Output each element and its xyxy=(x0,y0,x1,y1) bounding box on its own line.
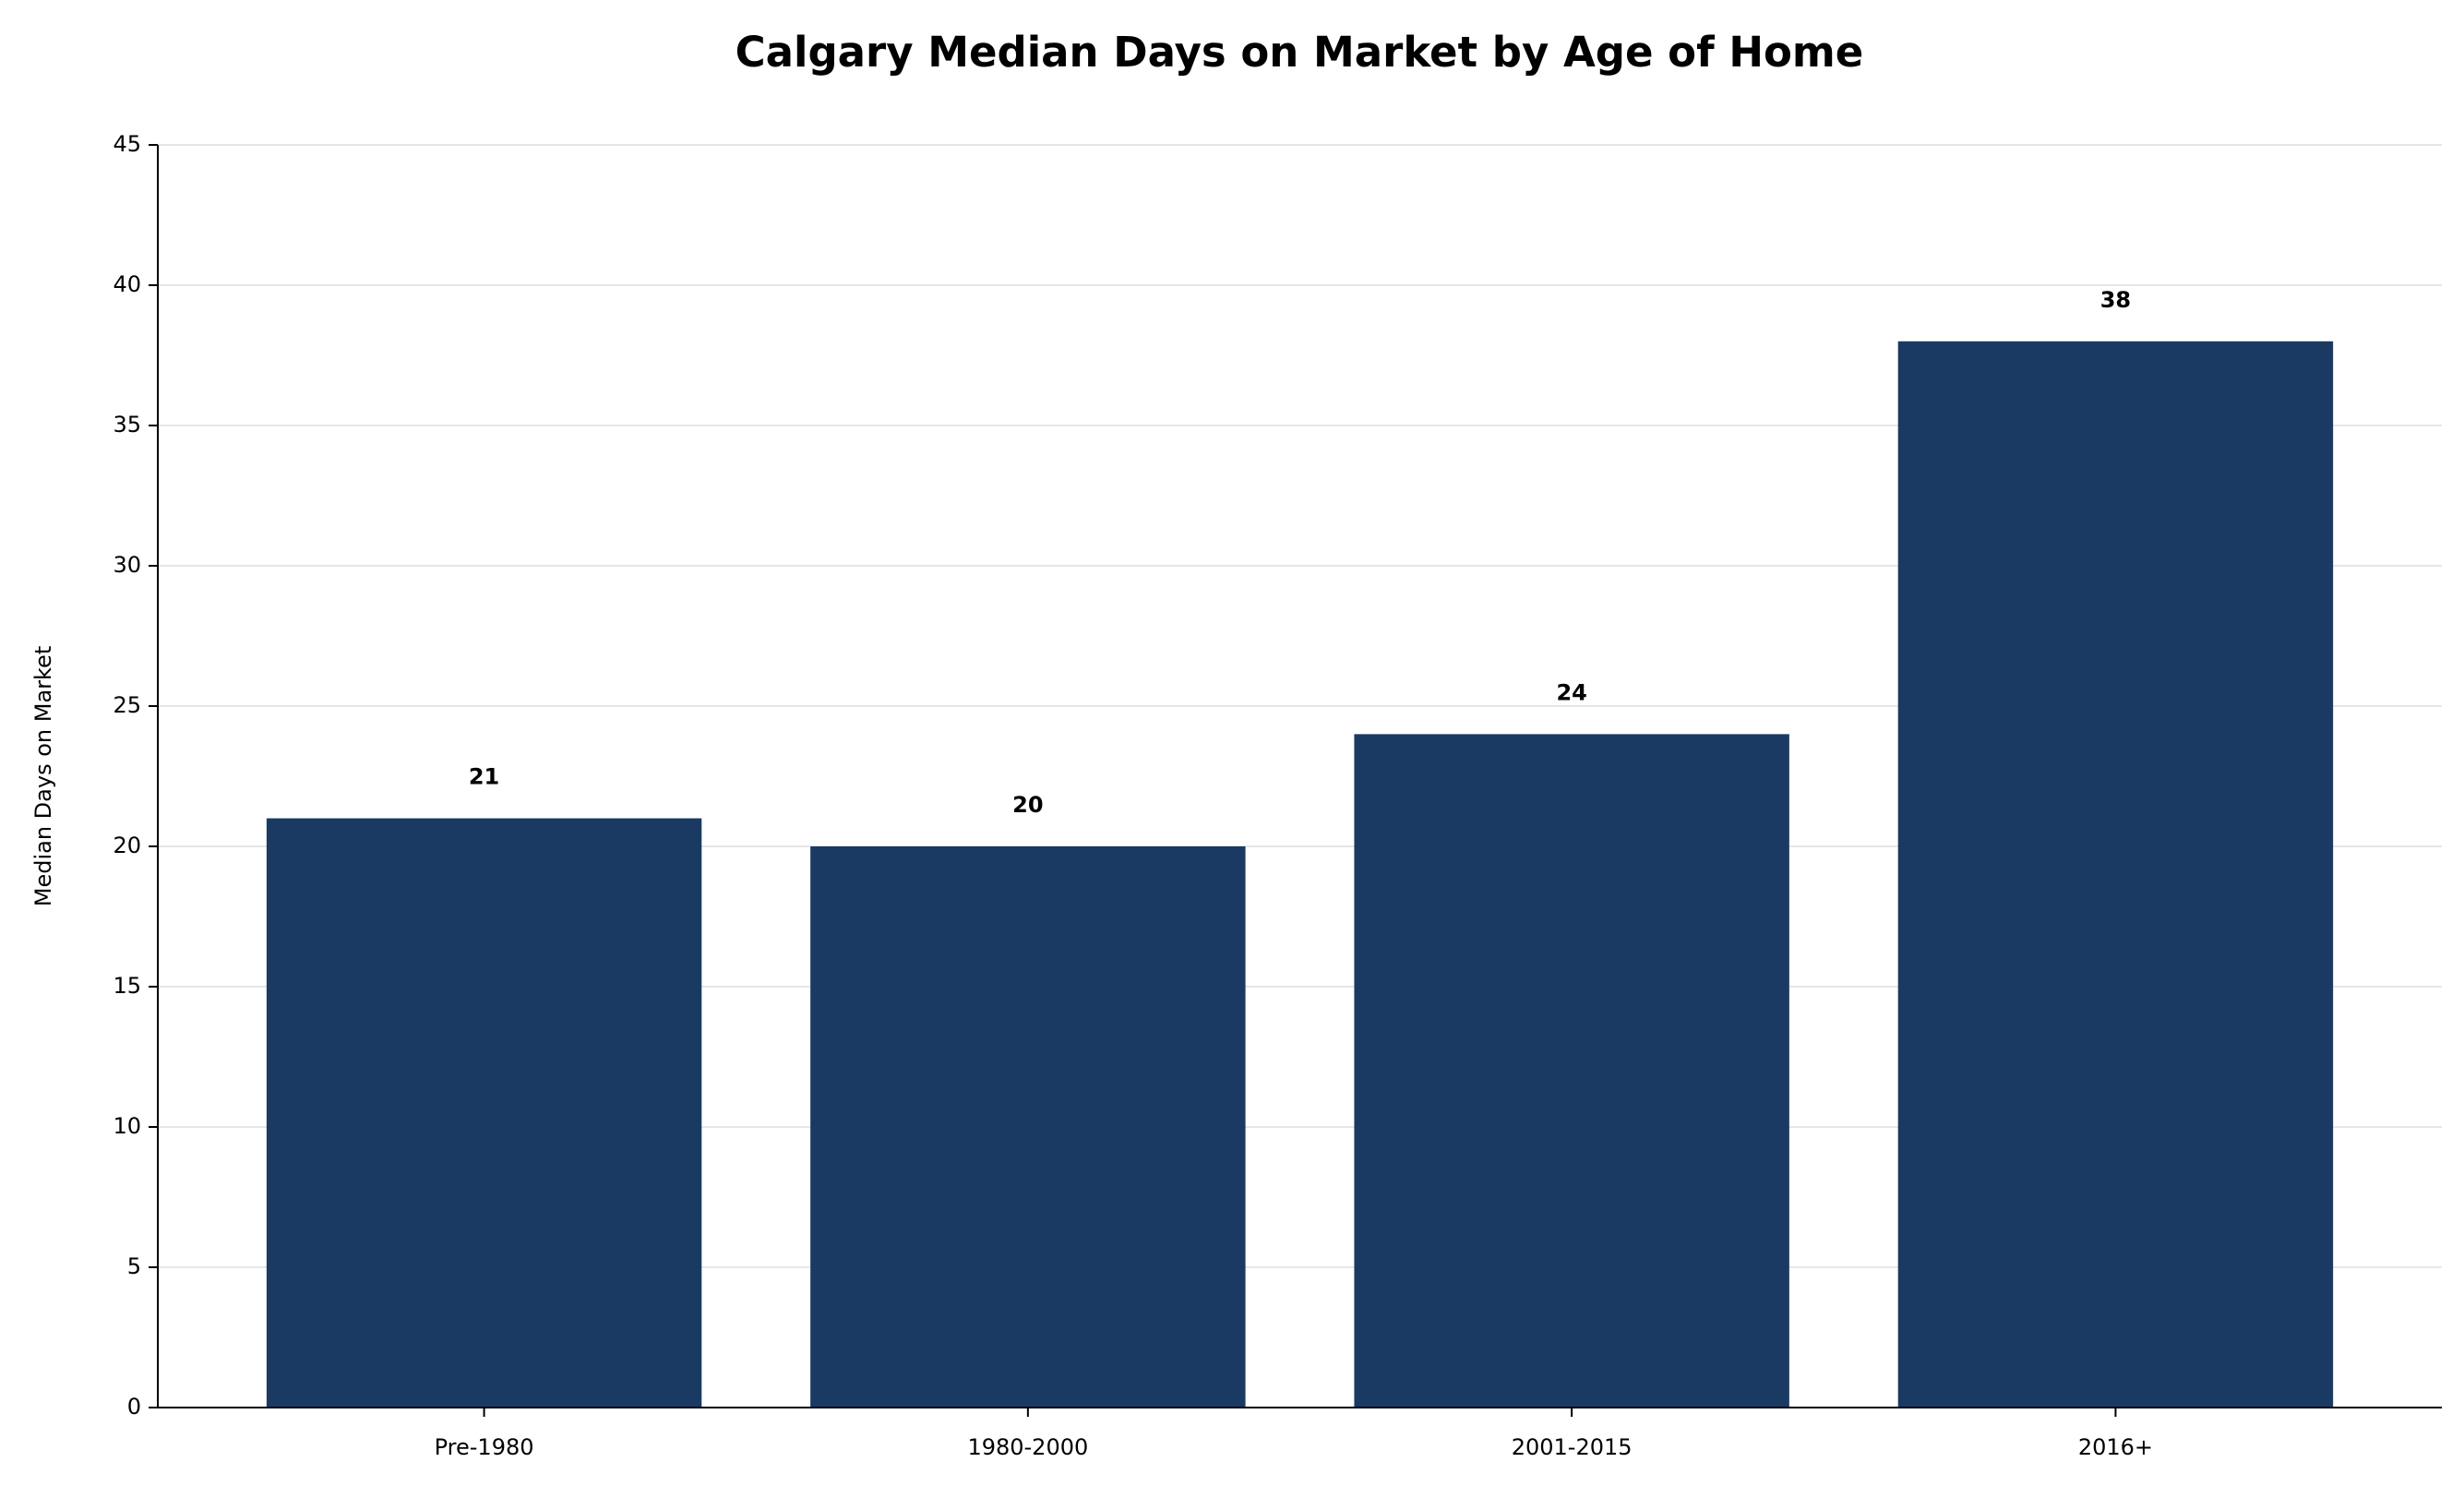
bar xyxy=(810,846,1246,1408)
value-label: 38 xyxy=(2100,287,2131,313)
y-tick-label: 0 xyxy=(127,1394,141,1420)
value-label: 21 xyxy=(469,764,499,790)
x-tick-label: Pre-1980 xyxy=(435,1434,534,1460)
y-tick-label: 40 xyxy=(113,271,141,297)
y-axis-label: Median Days on Market xyxy=(30,646,56,906)
bar xyxy=(266,818,702,1408)
y-tick-label: 20 xyxy=(113,833,141,858)
x-tick-label: 2016+ xyxy=(2078,1434,2153,1460)
y-tick-label: 15 xyxy=(113,973,141,999)
y-tick-label: 5 xyxy=(127,1253,141,1279)
chart-title: Calgary Median Days on Market by Age of … xyxy=(736,28,1864,77)
x-tick-label: 1980-2000 xyxy=(967,1434,1088,1460)
y-tick-label: 10 xyxy=(113,1113,141,1139)
bar xyxy=(1897,341,2334,1408)
value-label: 20 xyxy=(1012,792,1043,818)
value-label: 24 xyxy=(1556,679,1586,705)
y-tick-label: 45 xyxy=(113,131,141,157)
y-tick-label: 30 xyxy=(113,552,141,578)
y-tick-label: 25 xyxy=(113,692,141,718)
bar xyxy=(1354,734,1789,1408)
x-tick-label: 2001-2015 xyxy=(1512,1434,1633,1460)
y-tick-label: 35 xyxy=(113,412,141,437)
